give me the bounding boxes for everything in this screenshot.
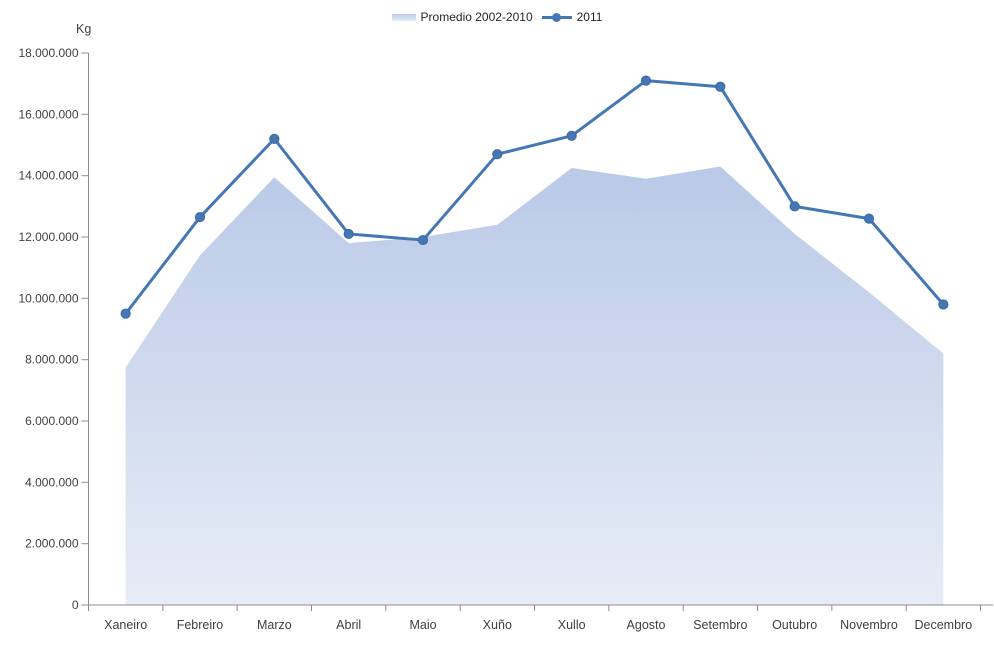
data-point-marker (269, 133, 280, 144)
data-point-marker (417, 234, 429, 246)
legend-item-2011: 2011 (541, 10, 603, 24)
y-axis-tick-label: 18.000.000 (18, 46, 78, 60)
data-point-marker (863, 213, 875, 224)
data-point-marker (343, 228, 354, 240)
y-axis-tick-label: 0 (72, 598, 79, 612)
x-axis-category-label: Outubro (772, 618, 817, 632)
y-axis-tick-label: 6.000.000 (25, 414, 79, 428)
data-point-marker (938, 299, 949, 310)
x-axis-category-label: Xuño (483, 618, 512, 632)
chart-legend: Promedio 2002-2010 2011 (0, 10, 994, 24)
y-axis-tick-label: 8.000.000 (25, 353, 79, 367)
legend-label-promedio: Promedio 2002-2010 (420, 10, 533, 24)
x-axis-category-label: Abril (336, 618, 361, 632)
x-axis-category-label: Setembro (693, 618, 747, 632)
data-point-marker (120, 308, 131, 319)
x-axis-category-label: Decembro (914, 618, 972, 632)
area-legend-swatch-icon (391, 13, 416, 21)
x-axis-category-label: Marzo (257, 618, 292, 632)
x-axis-category-label: Febreiro (177, 618, 224, 632)
y-axis-tick-label: 12.000.000 (18, 230, 78, 244)
legend-item-promedio: Promedio 2002-2010 (391, 10, 533, 24)
data-point-marker (715, 81, 726, 92)
x-axis-category-label: Novembro (840, 618, 898, 632)
data-point-marker (194, 211, 206, 223)
data-point-marker (640, 75, 652, 86)
x-axis-category-label: Agosto (627, 618, 666, 632)
data-point-marker (789, 201, 800, 212)
y-axis-tick-label: 10.000.000 (18, 291, 78, 305)
y-axis-tick-label: 14.000.000 (18, 169, 78, 183)
y-axis-tick-label: 16.000.000 (18, 107, 78, 121)
data-point-marker (492, 149, 503, 160)
x-axis-category-label: Xullo (558, 618, 586, 632)
legend-label-2011: 2011 (576, 10, 603, 24)
x-axis-category-label: Xaneiro (104, 618, 147, 632)
line-series-2011 (124, 79, 945, 316)
y-axis-unit-label: Kg (76, 22, 92, 36)
data-point-marker (566, 130, 577, 141)
x-axis-category-label: Maio (409, 618, 436, 632)
line-legend-marker-icon (541, 12, 572, 22)
y-axis-tick-label: 4.000.000 (25, 475, 79, 489)
y-axis-tick-label: 2.000.000 (25, 537, 79, 551)
area-series-promedio (125, 166, 944, 605)
